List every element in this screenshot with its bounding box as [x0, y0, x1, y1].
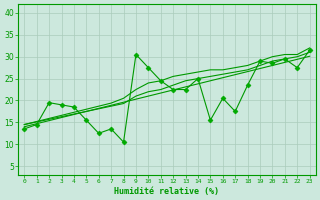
- X-axis label: Humidité relative (%): Humidité relative (%): [115, 187, 220, 196]
